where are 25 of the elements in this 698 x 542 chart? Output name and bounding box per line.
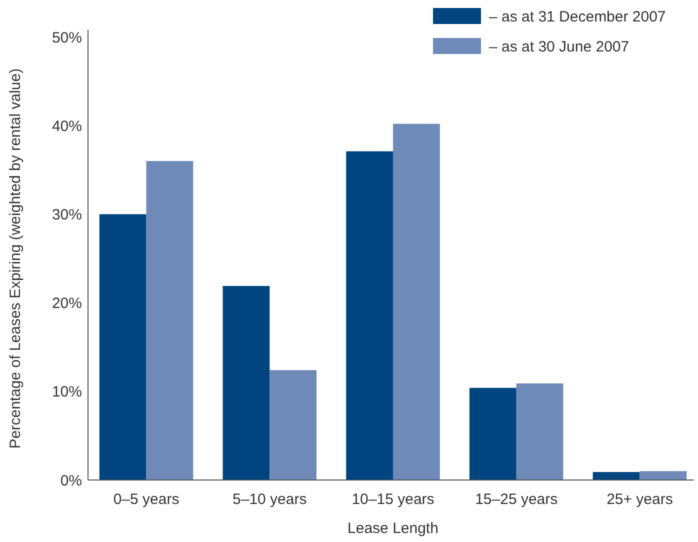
y-tick-label: 40% <box>52 118 82 135</box>
x-tick-label: 5–10 years <box>232 491 307 508</box>
x-tick-label: 25+ years <box>606 491 673 508</box>
legend-label: – as at 30 June 2007 <box>489 38 630 56</box>
y-tick-label: 30% <box>52 206 82 224</box>
bar <box>640 471 687 480</box>
x-tick-label: 10–15 years <box>352 491 434 508</box>
bar <box>592 472 640 480</box>
bar <box>270 370 317 480</box>
y-tick-label: 50% <box>52 29 82 46</box>
bar <box>393 124 440 480</box>
x-tick-label: 0–5 years <box>113 491 180 508</box>
bar <box>516 383 564 480</box>
bar <box>99 214 146 480</box>
legend-label: – as at 31 December 2007 <box>489 8 666 26</box>
bar <box>222 286 270 480</box>
y-tick-label: 10% <box>52 384 82 401</box>
y-tick-label: 0% <box>60 472 82 490</box>
y-tick-label: 20% <box>52 295 82 312</box>
y-axis-title: Percentage of Leases Expiring (weighted by rental value) <box>7 68 24 449</box>
x-axis-title: Lease Length <box>348 520 438 537</box>
x-tick-label: 15–25 years <box>475 491 558 508</box>
bar <box>146 161 194 480</box>
bar <box>346 151 393 480</box>
bar <box>469 388 516 480</box>
